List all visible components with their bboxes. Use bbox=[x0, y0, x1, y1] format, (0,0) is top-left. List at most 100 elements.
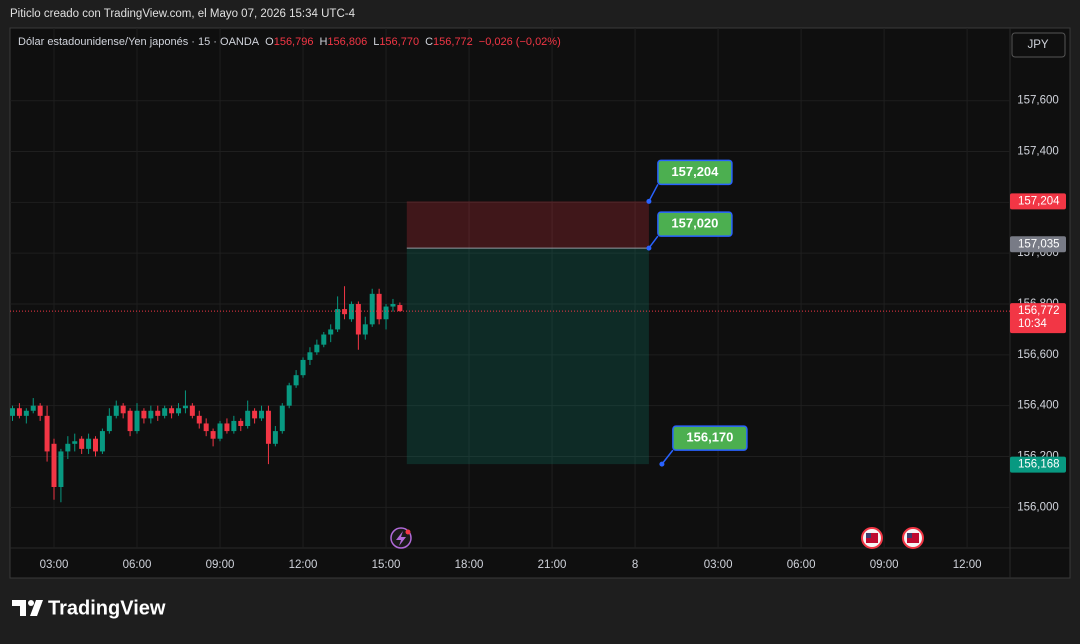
event-icon-bolt bbox=[396, 531, 406, 546]
price-label-box[interactable] bbox=[657, 159, 733, 186]
candle-body bbox=[106, 415, 112, 432]
price-tag-sub: 10:34 bbox=[1018, 318, 1047, 330]
brand: TradingView bbox=[48, 597, 166, 619]
logo-mark bbox=[12, 600, 26, 616]
candle-body bbox=[328, 329, 334, 335]
candle-body bbox=[376, 293, 382, 320]
candle-body bbox=[58, 451, 64, 488]
candle-body bbox=[224, 423, 230, 432]
currency-button[interactable] bbox=[1011, 32, 1066, 58]
price-tag bbox=[1010, 456, 1066, 473]
price-label: 157,020 bbox=[671, 216, 718, 231]
candle-body bbox=[383, 306, 389, 320]
candle-body bbox=[169, 408, 175, 414]
candle-body bbox=[245, 410, 251, 427]
candle-body bbox=[120, 405, 126, 414]
logo-mark bbox=[30, 600, 43, 616]
candle-body bbox=[265, 410, 271, 444]
candle-body bbox=[113, 405, 119, 416]
flag bbox=[866, 533, 878, 543]
y-tick-label: 157,600 bbox=[1017, 95, 1059, 107]
candle-body bbox=[397, 305, 403, 312]
candle-body bbox=[362, 324, 368, 335]
quote-key: C bbox=[425, 36, 433, 48]
event-icons bbox=[390, 527, 924, 549]
y-tick-label: 156,000 bbox=[1017, 501, 1059, 513]
candle-body bbox=[196, 415, 202, 424]
currency[interactable]: JPY bbox=[1027, 39, 1048, 51]
candle-body bbox=[252, 410, 258, 419]
target-zone bbox=[406, 248, 649, 465]
candle-body bbox=[30, 405, 36, 411]
candle-body bbox=[162, 408, 168, 416]
x-tick-label: 12:00 bbox=[289, 559, 318, 571]
candle-body bbox=[51, 443, 57, 488]
candle-body bbox=[44, 415, 50, 452]
price-tag-label: 156,168 bbox=[1018, 459, 1060, 471]
flag bbox=[866, 533, 871, 538]
candle-body bbox=[134, 410, 140, 432]
x-tick-label: 18:00 bbox=[455, 559, 484, 571]
candle-body bbox=[93, 438, 99, 452]
quote-value: 156,772 bbox=[433, 36, 473, 48]
candle-body bbox=[65, 443, 71, 452]
flag bbox=[907, 533, 912, 538]
price-tag bbox=[1010, 236, 1066, 253]
candle-body bbox=[210, 431, 216, 439]
quote-value: 156,796 bbox=[274, 36, 314, 48]
chart-frame bbox=[9, 27, 1071, 579]
candle-body bbox=[293, 375, 299, 386]
change: −0,026 (−0,02%) bbox=[479, 36, 561, 48]
candle-body bbox=[217, 423, 223, 439]
y-tick-label: 156,600 bbox=[1017, 349, 1059, 361]
quote-key: O bbox=[265, 36, 274, 48]
candle-body bbox=[182, 405, 188, 409]
candle-body bbox=[9, 408, 15, 416]
price-label-box[interactable] bbox=[657, 211, 733, 237]
handle[interactable] bbox=[659, 461, 665, 467]
x-tick-label: 09:00 bbox=[206, 559, 235, 571]
candle-body bbox=[272, 431, 278, 444]
x-tick-label: 15:00 bbox=[372, 559, 401, 571]
handle[interactable] bbox=[646, 198, 652, 204]
candle-body bbox=[348, 304, 354, 320]
logo-mark bbox=[28, 600, 34, 606]
price-tag-label: 157,035 bbox=[1018, 238, 1060, 250]
x-tick-label: 03:00 bbox=[704, 559, 733, 571]
candle-body bbox=[286, 385, 292, 406]
price-tag-label: 156,772 bbox=[1018, 305, 1060, 317]
candle-body bbox=[23, 410, 29, 416]
quote-key: H bbox=[319, 36, 327, 48]
x-tick-label: 06:00 bbox=[123, 559, 152, 571]
price-label-box[interactable] bbox=[672, 425, 748, 451]
candle-body bbox=[390, 304, 396, 307]
candle-body bbox=[79, 438, 85, 449]
candle-body bbox=[321, 334, 327, 345]
price-tag bbox=[1010, 193, 1066, 210]
x-tick-label: 8 bbox=[632, 559, 638, 571]
candle-body bbox=[342, 309, 348, 315]
flag bbox=[907, 533, 919, 543]
y-tick-label: 157,400 bbox=[1017, 146, 1059, 158]
handle[interactable] bbox=[646, 245, 652, 251]
quote-key: L bbox=[373, 36, 379, 48]
header-title: Piticlo creado con TradingView.com, el M… bbox=[10, 8, 356, 20]
candle-body bbox=[259, 410, 265, 419]
candle-body bbox=[231, 420, 237, 432]
candle-body bbox=[307, 352, 313, 360]
price-tag-label: 157,204 bbox=[1018, 195, 1060, 207]
label-connector bbox=[648, 183, 659, 202]
candle-body bbox=[279, 405, 285, 432]
candle-body bbox=[127, 410, 133, 432]
candle-body bbox=[355, 304, 361, 335]
legend: Dólar estadounidense/Yen japonés · 15 · … bbox=[18, 36, 561, 48]
x-tick-label: 06:00 bbox=[787, 559, 816, 571]
y-tick-label: 156,400 bbox=[1017, 400, 1059, 412]
brand-logo bbox=[12, 600, 43, 616]
symbol: Dólar estadounidense/Yen japonés · 15 · … bbox=[18, 36, 260, 48]
candle-body bbox=[16, 408, 22, 416]
candle-body bbox=[37, 405, 43, 416]
plot bbox=[9, 201, 649, 503]
